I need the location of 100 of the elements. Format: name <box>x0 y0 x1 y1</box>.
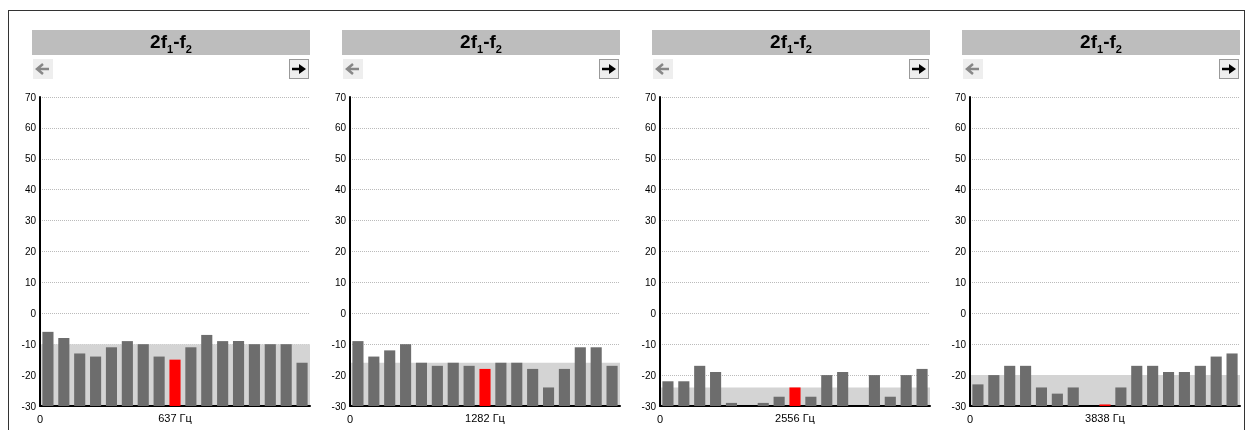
y-tick-label: 40 <box>954 184 967 196</box>
bar <box>495 362 507 406</box>
y-tick-label: -30 <box>641 400 657 412</box>
bar <box>789 387 801 406</box>
y-tick-label: -20 <box>331 369 347 381</box>
y-tick-label: 30 <box>334 215 347 227</box>
chart-title: 2f$_{1}$-f$_{2}$ <box>32 30 310 55</box>
y-tick-label: 40 <box>644 184 657 196</box>
bar <box>137 344 149 406</box>
bar <box>1035 387 1048 406</box>
bar <box>1147 365 1159 406</box>
x-tick-label: 637 Гц <box>158 411 193 424</box>
bar <box>527 368 539 406</box>
y-tick-label: 60 <box>954 122 967 134</box>
x-tick-label: 2556 Гц <box>775 411 816 424</box>
bar <box>153 356 165 406</box>
y-tick-label: -30 <box>331 400 347 412</box>
bar <box>725 402 738 406</box>
y-tick-label: 20 <box>24 246 37 257</box>
y-tick-label: -10 <box>331 338 347 350</box>
bar <box>232 341 245 406</box>
bar <box>662 381 674 406</box>
chart-title: 2f$_{1}$-f$_{2}$ <box>962 30 1240 55</box>
bar <box>574 347 586 406</box>
y-tick-label: 40 <box>24 184 37 196</box>
y-tick-label: 60 <box>334 122 347 134</box>
bar <box>1178 372 1190 406</box>
bar <box>185 347 197 406</box>
chart-title: 2f$_{1}$-f$_{2}$ <box>342 30 620 55</box>
bar <box>757 402 769 406</box>
y-tick-label: 70 <box>24 91 37 103</box>
bar <box>1051 393 1063 406</box>
y-tick-label: 0 <box>650 307 657 319</box>
bar <box>884 396 896 406</box>
bar <box>217 341 229 406</box>
bar <box>694 365 706 406</box>
bar <box>1210 356 1222 406</box>
bar <box>463 365 475 406</box>
y-tick-label: -20 <box>951 369 967 381</box>
bar <box>900 375 912 406</box>
bar <box>511 362 523 406</box>
y-tick-label: -10 <box>641 338 657 350</box>
x-tick-label: 1282 Гц <box>465 411 506 424</box>
y-tick-label: -20 <box>21 369 37 381</box>
y-tick-label: 30 <box>644 215 657 227</box>
bar <box>121 341 133 406</box>
y-tick-label: -20 <box>641 369 657 381</box>
bar <box>368 356 380 406</box>
y-tick-label: 50 <box>334 153 347 165</box>
y-tick-label: 0 <box>30 307 37 319</box>
bar <box>590 347 602 406</box>
bar <box>296 362 308 406</box>
x-tick-label: 3838 Гц <box>1085 411 1126 424</box>
bar <box>1115 387 1127 406</box>
y-tick-label: 70 <box>334 91 347 103</box>
y-tick-label: 40 <box>334 184 347 196</box>
bar <box>58 338 70 406</box>
bar <box>90 356 102 406</box>
bar <box>678 381 690 406</box>
bar <box>400 344 412 406</box>
chart-title: 2f$_{1}$-f$_{2}$ <box>652 30 930 55</box>
y-tick-label: 30 <box>24 215 37 227</box>
y-tick-label: 50 <box>954 153 967 165</box>
y-tick-label: 10 <box>24 276 37 288</box>
y-tick-label: 20 <box>334 246 347 257</box>
y-tick-label: 0 <box>960 307 967 319</box>
y-tick-label: 70 <box>644 91 657 103</box>
bar <box>352 341 364 406</box>
bar <box>415 362 428 406</box>
y-tick-label: 50 <box>24 153 37 165</box>
bar <box>1226 353 1238 406</box>
y-tick-label: -30 <box>951 400 967 412</box>
bar <box>805 396 817 406</box>
bar <box>248 344 260 406</box>
bar <box>710 372 722 406</box>
y-tick-label: 50 <box>644 153 657 165</box>
bar <box>447 362 459 406</box>
y-tick-label: 60 <box>24 122 37 134</box>
y-tick-label: -30 <box>21 400 37 412</box>
bar <box>384 350 396 406</box>
bar <box>1004 365 1016 406</box>
bar <box>42 331 54 406</box>
y-tick-label: 70 <box>954 91 967 103</box>
bar <box>773 396 785 406</box>
y-tick-label: 20 <box>954 246 967 257</box>
y-tick-label: -10 <box>951 338 967 350</box>
bar <box>74 353 86 406</box>
bar <box>169 359 181 406</box>
bar <box>558 368 570 406</box>
y-tick-label: 30 <box>954 215 967 227</box>
bar <box>821 375 833 406</box>
y-tick-label: 20 <box>644 246 657 257</box>
bar <box>105 347 118 406</box>
y-tick-label: 10 <box>954 276 967 288</box>
y-tick-label: 10 <box>334 276 347 288</box>
bar <box>280 344 292 406</box>
bar <box>1194 365 1206 406</box>
bar <box>1131 365 1143 406</box>
bar <box>1162 372 1175 406</box>
bar <box>431 365 443 406</box>
